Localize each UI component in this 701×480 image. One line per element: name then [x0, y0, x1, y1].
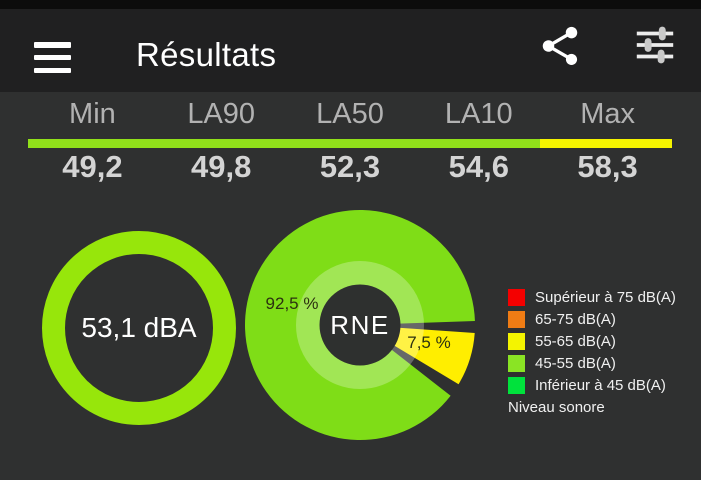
stat-label-la90: LA90	[187, 98, 256, 130]
legend-item: 65-75 dB(A)	[508, 311, 676, 328]
legend-item: 45-55 dB(A)	[508, 355, 676, 372]
pie-center-label: RNE	[330, 310, 389, 340]
rne-donut-chart: 92,5 % 7,5 % RNE	[245, 210, 475, 441]
stat-label-la50: LA50	[316, 98, 384, 130]
hamburger-menu-icon[interactable]	[34, 42, 71, 73]
stat-label-min: Min	[69, 98, 116, 130]
legend-swatch-orange	[508, 311, 525, 328]
pie-center-hole	[319, 284, 401, 366]
stats-label-row: Min LA90 LA50 LA10 Max	[28, 98, 672, 131]
stat-value-la90: 49,8	[191, 149, 252, 184]
page-title: Résultats	[136, 36, 277, 73]
share-icon[interactable]	[537, 23, 583, 69]
level-color-bar	[28, 139, 672, 148]
stat-value-min: 49,2	[62, 149, 123, 184]
legend-title: Niveau sonore	[508, 399, 605, 416]
legend-item: Supérieur à 75 dB(A)	[508, 289, 676, 306]
legend-swatch-lightgreen	[508, 355, 525, 372]
stat-label-la10: LA10	[444, 98, 513, 130]
pie-inner-highlight-ring	[296, 261, 424, 389]
stats-value-row: 49,2 49,8 52,3 54,6 58,3	[28, 149, 672, 185]
stat-value-la50: 52,3	[319, 149, 381, 184]
legend-item: Inférieur à 45 dB(A)	[508, 377, 676, 394]
level-bar-green-segment	[28, 139, 540, 148]
legend-swatch-red	[508, 289, 525, 306]
pie-label-yellow: 7,5 %	[407, 333, 450, 352]
pie-label-green: 92,5 %	[266, 294, 319, 313]
stat-label-max: Max	[580, 98, 635, 130]
legend-swatch-yellow	[508, 333, 525, 350]
legend-swatch-green	[508, 377, 525, 394]
legend-item: 55-65 dB(A)	[508, 333, 676, 350]
app-bar: Résultats	[0, 0, 701, 92]
level-bar-yellow-segment	[539, 139, 672, 148]
leq-gauge-value: 53,1 dBA	[81, 312, 197, 343]
settings-sliders-icon[interactable]	[632, 22, 678, 68]
top-edge-strip	[0, 0, 701, 9]
stat-value-max: 58,3	[577, 149, 638, 184]
stat-value-la10: 54,6	[448, 149, 509, 184]
legend: Supérieur à 75 dB(A) 65-75 dB(A) 55-65 d…	[508, 289, 676, 416]
leq-ring-gauge: 53,1 dBA	[42, 231, 236, 425]
